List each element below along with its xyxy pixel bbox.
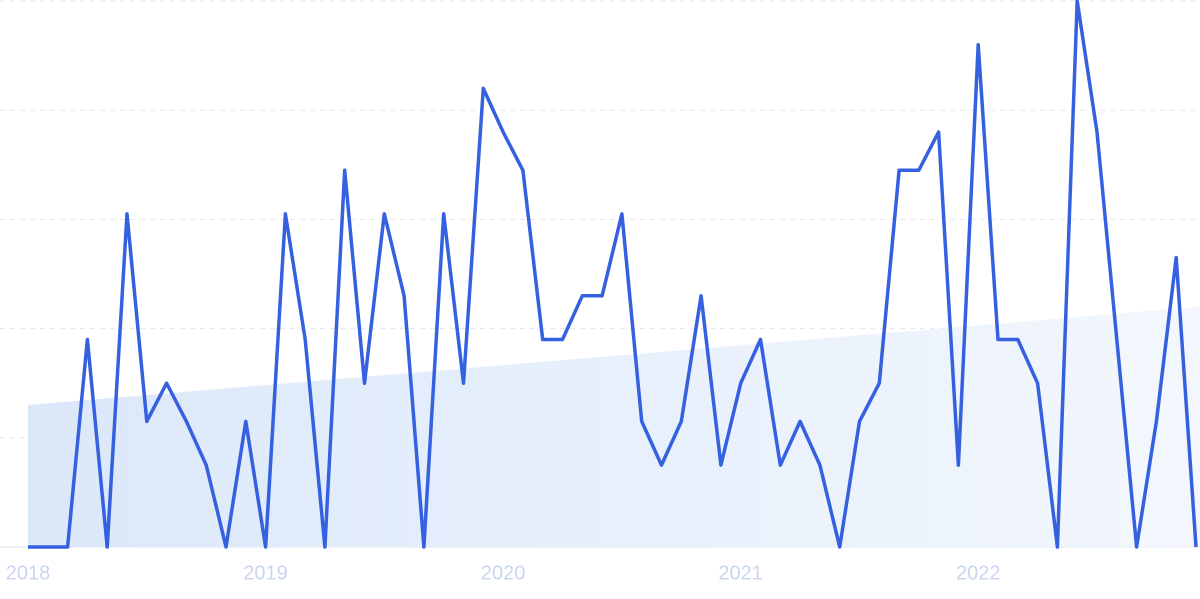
x-tick-label: 2018 — [6, 562, 51, 584]
trend-area — [28, 306, 1200, 547]
line — [28, 0, 1198, 549]
x-tick-label: 2019 — [243, 562, 288, 584]
x-tick-label: 2020 — [481, 562, 526, 584]
x-tick-label: 2022 — [956, 562, 1001, 584]
x-tick-label: 2021 — [718, 562, 763, 584]
